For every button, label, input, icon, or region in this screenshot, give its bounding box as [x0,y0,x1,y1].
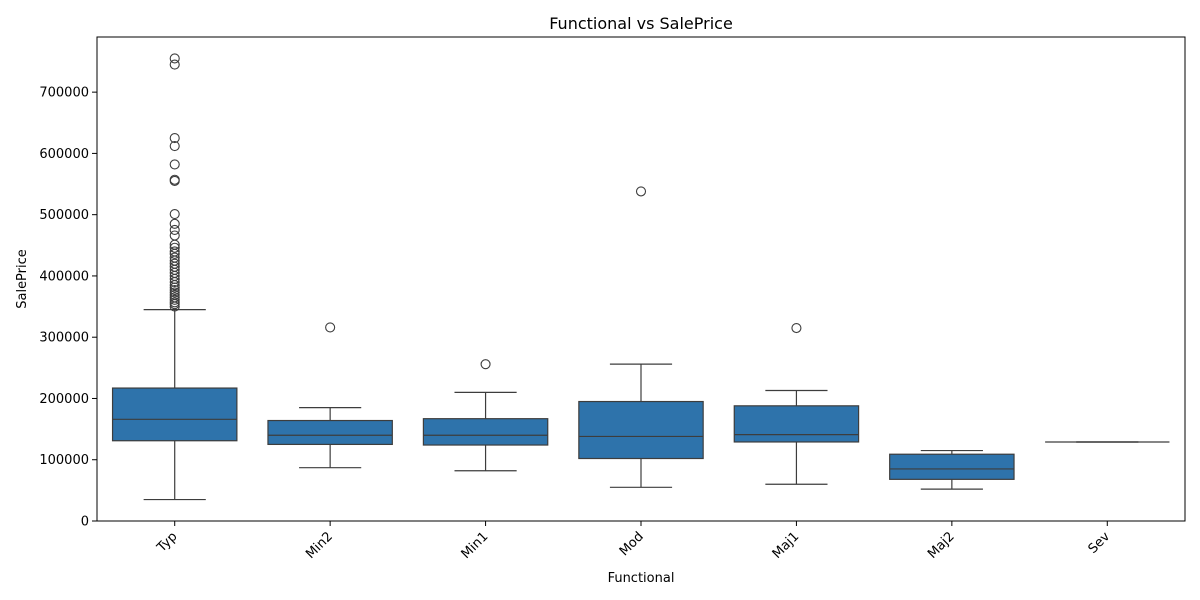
outlier-point [169,299,180,310]
x-tick-label: Mod [617,529,647,559]
y-tick-label: 300000 [39,331,89,346]
x-tick-label: Min2 [303,529,336,562]
outlier-point [169,141,180,152]
outlier-point [169,53,180,64]
chart-title: Functional vs SalePrice [549,14,733,33]
y-tick-label: 400000 [39,269,89,284]
box-body [733,405,860,443]
y-tick-label: 0 [81,515,89,530]
y-tick-label: 200000 [39,392,89,407]
outlier-point [169,224,180,236]
x-tick-label: Maj2 [925,529,958,562]
outlier-point [169,287,180,298]
outlier-point [169,59,180,70]
y-tick-label: 600000 [39,147,89,162]
outlier-point [169,209,180,220]
outlier-point [169,284,180,296]
outlier-point [169,175,180,187]
x-axis-label: Functional [608,571,675,586]
outlier-point [169,242,180,253]
outlier-point [480,359,491,370]
outlier-point [635,186,647,197]
outlier-point [325,322,336,333]
x-tick-label: Min1 [459,529,492,562]
x-tick-label: Maj1 [770,529,803,562]
outlier-point [169,301,180,312]
y-axis-label: SalePrice [15,249,30,309]
box-body [578,400,704,460]
outlier-point [169,230,180,241]
y-tick-label: 700000 [39,86,89,101]
outlier-point [169,218,180,229]
outlier-point [169,159,180,170]
y-tick-label: 100000 [39,453,89,468]
outlier-point [169,294,180,305]
outlier-point [169,282,180,293]
x-tick-label: Typ [154,529,181,556]
outlier-point [169,280,180,291]
y-tick-label: 500000 [39,208,89,223]
plot-area-frame [96,36,1186,522]
box-body [889,453,1015,480]
outlier-point [791,322,802,334]
outlier-point [169,248,180,259]
outlier-point [169,277,180,288]
outlier-point [169,133,180,144]
box-body [422,418,549,446]
x-tick-label: Sev [1086,529,1114,557]
box-body [111,387,238,442]
box-body [267,419,393,446]
